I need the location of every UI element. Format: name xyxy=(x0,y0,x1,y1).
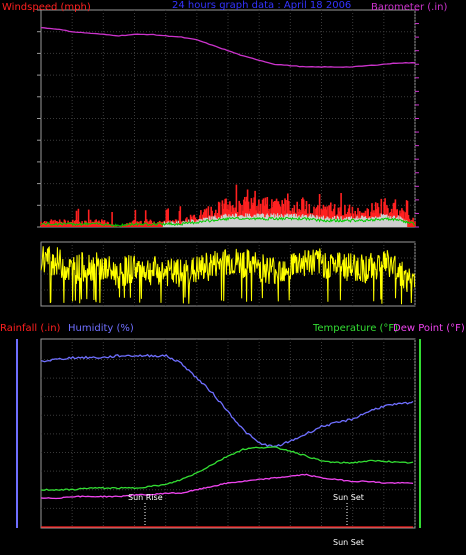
barometer-axis-label: Barometer (.in) xyxy=(371,2,447,13)
sunset-bottom-label: Sun Set xyxy=(333,538,364,547)
humidity-temperature-panel: Rainfall (.in) Humidity (%) Temperature … xyxy=(0,323,465,547)
temperature-axis-label: Temperature (°F) xyxy=(312,323,398,334)
dewpoint-axis-label: Dew Point (°F) xyxy=(393,323,465,334)
chart-title: 24 hours graph data : April 18 2006 xyxy=(172,0,351,11)
wind-direction-panel xyxy=(40,241,416,307)
temperature-line xyxy=(40,446,414,491)
windspeed-fill xyxy=(162,213,408,227)
panel3-grid xyxy=(41,339,416,528)
windspeed-axis-label: Windspeed (mph) xyxy=(2,2,91,13)
panel3-ticks xyxy=(16,339,421,528)
humidity-line xyxy=(40,353,414,448)
sunset-label: Sun Set xyxy=(333,493,364,502)
humidity-axis-label: Humidity (%) xyxy=(68,323,134,334)
rainfall-axis-label: Rainfall (.in) xyxy=(0,323,61,334)
windspeed-average-line xyxy=(40,216,416,228)
sunrise-label: Sun Rise xyxy=(128,493,163,502)
panel1-ticks xyxy=(37,9,419,228)
panel1-data xyxy=(40,26,416,228)
panel3-data xyxy=(40,353,414,528)
panel1-grid xyxy=(41,10,416,227)
panel2-data xyxy=(40,245,416,305)
wind-barometer-panel: Windspeed (mph) 24 hours graph data : Ap… xyxy=(2,0,447,228)
barometer-line xyxy=(40,26,416,68)
wind-direction-line xyxy=(40,245,416,305)
dewpoint-line xyxy=(40,473,414,500)
